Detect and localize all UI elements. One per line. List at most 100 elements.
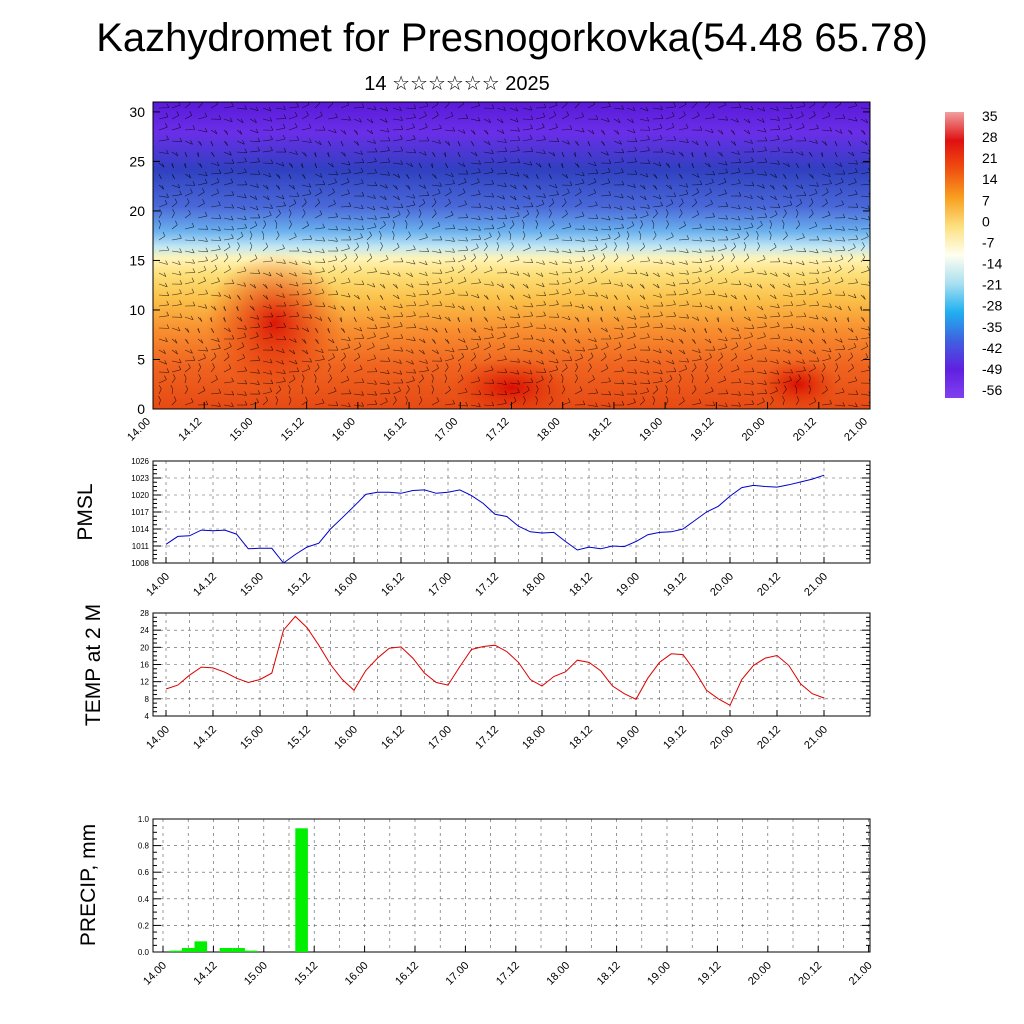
wind-barb-tick bbox=[744, 295, 747, 300]
wind-barb bbox=[574, 191, 582, 197]
wind-barb-tick bbox=[254, 118, 257, 123]
wind-barb-tick bbox=[834, 141, 838, 147]
wind-barb-tick bbox=[191, 277, 195, 282]
wind-barb bbox=[847, 327, 854, 333]
wind-barb-tick bbox=[491, 104, 495, 109]
wind-barb-tick bbox=[535, 219, 538, 225]
section-x-tick-label: 20.00 bbox=[740, 416, 768, 444]
wind-barb bbox=[717, 228, 728, 231]
wind-barb bbox=[782, 360, 791, 365]
wind-barb bbox=[197, 250, 208, 253]
wind-barb-tick bbox=[231, 225, 235, 231]
wind-barb-tick bbox=[683, 221, 686, 226]
wind-barb bbox=[392, 173, 400, 178]
wind-barb bbox=[470, 268, 478, 274]
wind-barb-tick bbox=[816, 278, 819, 283]
wind-barb-tick bbox=[699, 355, 702, 360]
wind-barb bbox=[418, 272, 428, 277]
wind-barb-tick bbox=[204, 112, 208, 117]
wind-barb-tick bbox=[829, 237, 832, 242]
wind-barb bbox=[808, 173, 814, 179]
wind-barb bbox=[795, 304, 806, 307]
wind-barb bbox=[340, 294, 351, 298]
wind-barb-tick bbox=[218, 245, 221, 250]
wind-barb bbox=[223, 368, 232, 373]
wind-barb bbox=[730, 140, 737, 146]
wind-barb bbox=[730, 356, 738, 362]
wind-barb-tick bbox=[288, 384, 291, 390]
wind-barb bbox=[691, 367, 697, 373]
wind-barb bbox=[574, 269, 584, 274]
wind-barb bbox=[496, 195, 505, 200]
wind-barb-tick bbox=[473, 352, 477, 357]
wind-barb-tick bbox=[490, 167, 494, 173]
wind-barb-tick bbox=[660, 369, 663, 374]
wind-barb-tick bbox=[790, 104, 794, 109]
wind-barb-tick bbox=[413, 292, 416, 297]
wind-barb bbox=[301, 184, 312, 188]
wind-barb-tick bbox=[296, 136, 300, 141]
wind-barb bbox=[522, 223, 525, 230]
wind-barb bbox=[808, 316, 819, 320]
wind-barb bbox=[184, 202, 190, 208]
wind-barb-tick bbox=[575, 374, 578, 379]
wind-barb-tick bbox=[335, 212, 338, 217]
wind-barb bbox=[483, 161, 494, 164]
wind-barb bbox=[457, 118, 468, 120]
wind-barb bbox=[626, 195, 635, 200]
wind-barb-tick bbox=[373, 222, 377, 228]
wind-barb bbox=[613, 257, 619, 263]
wind-barb-tick bbox=[575, 363, 579, 368]
wind-barb-tick bbox=[789, 376, 792, 381]
wind-barb-tick bbox=[280, 272, 283, 277]
wind-barb-tick bbox=[309, 138, 312, 143]
wind-barb-tick bbox=[469, 317, 473, 323]
wind-barb-tick bbox=[616, 317, 620, 322]
wind-barb-tick bbox=[838, 352, 842, 358]
wind-barb-tick bbox=[502, 195, 505, 200]
wind-barb-tick bbox=[686, 300, 689, 305]
wind-barb-tick bbox=[348, 336, 351, 341]
y-tick-label: 20 bbox=[140, 643, 149, 652]
wind-barb bbox=[691, 271, 702, 274]
wind-barb-tick bbox=[274, 219, 278, 225]
x-tick-label: 17.00 bbox=[444, 960, 472, 988]
wind-barb bbox=[171, 151, 179, 157]
wind-barb bbox=[587, 228, 598, 231]
wind-barb-tick bbox=[777, 116, 780, 121]
wind-barb bbox=[743, 206, 753, 211]
wind-barb bbox=[379, 107, 389, 112]
wind-barb bbox=[769, 272, 778, 277]
wind-barb-tick bbox=[538, 163, 542, 168]
wind-barb bbox=[262, 325, 273, 329]
wind-barb-tick bbox=[777, 303, 780, 308]
section-y-tick-label: 10 bbox=[129, 302, 145, 318]
wind-barb bbox=[808, 304, 819, 307]
wind-barb-tick bbox=[450, 210, 454, 216]
wind-barb-tick bbox=[426, 247, 430, 252]
wind-barb-tick bbox=[631, 195, 635, 200]
wind-barb bbox=[639, 195, 647, 201]
wind-barb bbox=[769, 305, 780, 309]
x-tick-label: 17.00 bbox=[426, 571, 454, 599]
wind-barb-tick bbox=[530, 322, 533, 327]
wind-barb bbox=[808, 377, 811, 384]
wind-barb-tick bbox=[569, 268, 573, 273]
wind-barb-tick bbox=[198, 374, 201, 379]
wind-barb-tick bbox=[746, 231, 749, 236]
wind-barb-tick bbox=[335, 237, 338, 242]
wind-barb-tick bbox=[410, 272, 413, 277]
wind-barb-tick bbox=[517, 158, 521, 163]
wind-barb-tick bbox=[657, 272, 660, 277]
wind-barb bbox=[600, 151, 609, 156]
wind-barb-tick bbox=[243, 205, 246, 210]
wind-barb bbox=[717, 294, 728, 298]
wind-barb-tick bbox=[204, 178, 208, 184]
wind-barb bbox=[574, 116, 584, 120]
wind-barb bbox=[483, 171, 494, 175]
wind-barb bbox=[353, 257, 358, 263]
wind-barb-tick bbox=[278, 385, 282, 390]
wind-barb-tick bbox=[361, 391, 364, 396]
wind-barb-tick bbox=[841, 387, 845, 393]
wind-barb-tick bbox=[327, 152, 330, 158]
